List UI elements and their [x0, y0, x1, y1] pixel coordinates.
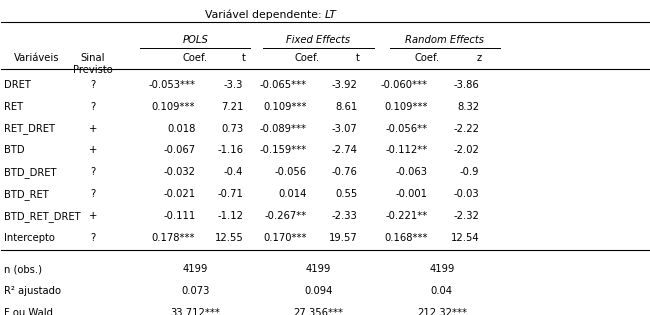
Text: R² ajustado: R² ajustado — [4, 286, 61, 296]
Text: 0.018: 0.018 — [167, 123, 195, 134]
Text: -1.16: -1.16 — [217, 146, 243, 155]
Text: n (obs.): n (obs.) — [4, 264, 42, 274]
Text: -0.001: -0.001 — [395, 189, 428, 199]
Text: LT: LT — [325, 10, 337, 20]
Text: Variáveis: Variáveis — [14, 54, 59, 63]
Text: -3.3: -3.3 — [224, 80, 243, 90]
Text: -0.03: -0.03 — [454, 189, 479, 199]
Text: 7.21: 7.21 — [221, 102, 243, 112]
Text: -0.032: -0.032 — [163, 167, 195, 177]
Text: Coef.: Coef. — [415, 54, 440, 63]
Text: ?: ? — [90, 102, 96, 112]
Text: -0.056: -0.056 — [275, 167, 307, 177]
Text: -0.089***: -0.089*** — [260, 123, 307, 134]
Text: BTD_RET: BTD_RET — [4, 189, 49, 200]
Text: -3.07: -3.07 — [332, 123, 358, 134]
Text: 0.04: 0.04 — [431, 286, 453, 296]
Text: 0.170***: 0.170*** — [263, 233, 307, 243]
Text: 0.73: 0.73 — [221, 123, 243, 134]
Text: BTD_DRET: BTD_DRET — [4, 167, 57, 178]
Text: Variável dependente:: Variável dependente: — [205, 10, 325, 20]
Text: Intercepto: Intercepto — [4, 233, 55, 243]
Text: DRET: DRET — [4, 80, 31, 90]
Text: Random Effects: Random Effects — [406, 35, 484, 45]
Text: 12.55: 12.55 — [214, 233, 243, 243]
Text: ?: ? — [90, 189, 96, 199]
Text: F ou Wald: F ou Wald — [4, 308, 53, 315]
Text: Sinal
Previsto: Sinal Previsto — [73, 54, 112, 75]
Text: -0.060***: -0.060*** — [380, 80, 428, 90]
Text: Coef.: Coef. — [294, 54, 319, 63]
Text: -2.02: -2.02 — [454, 146, 479, 155]
Text: -0.71: -0.71 — [217, 189, 243, 199]
Text: 19.57: 19.57 — [329, 233, 358, 243]
Text: -0.221**: -0.221** — [385, 211, 428, 221]
Text: -1.12: -1.12 — [217, 211, 243, 221]
Text: z: z — [477, 54, 482, 63]
Text: 4199: 4199 — [429, 264, 454, 274]
Text: BTD: BTD — [4, 146, 25, 155]
Text: -0.021: -0.021 — [163, 189, 195, 199]
Text: -0.065***: -0.065*** — [260, 80, 307, 90]
Text: +: + — [88, 211, 97, 221]
Text: 0.55: 0.55 — [335, 189, 358, 199]
Text: -0.067: -0.067 — [163, 146, 195, 155]
Text: ?: ? — [90, 167, 96, 177]
Text: -0.111: -0.111 — [163, 211, 195, 221]
Text: ?: ? — [90, 80, 96, 90]
Text: -0.053***: -0.053*** — [148, 80, 195, 90]
Text: 12.54: 12.54 — [450, 233, 479, 243]
Text: 8.32: 8.32 — [457, 102, 479, 112]
Text: 0.073: 0.073 — [181, 286, 209, 296]
Text: 8.61: 8.61 — [335, 102, 358, 112]
Text: -0.9: -0.9 — [460, 167, 479, 177]
Text: -3.92: -3.92 — [332, 80, 358, 90]
Text: +: + — [88, 146, 97, 155]
Text: t: t — [241, 54, 245, 63]
Text: -0.063: -0.063 — [395, 167, 428, 177]
Text: 4199: 4199 — [183, 264, 208, 274]
Text: 0.109***: 0.109*** — [263, 102, 307, 112]
Text: -0.112**: -0.112** — [385, 146, 428, 155]
Text: RET_DRET: RET_DRET — [4, 123, 55, 135]
Text: 27.356***: 27.356*** — [294, 308, 343, 315]
Text: -3.86: -3.86 — [454, 80, 479, 90]
Text: -0.056**: -0.056** — [385, 123, 428, 134]
Text: -2.33: -2.33 — [332, 211, 358, 221]
Text: ?: ? — [90, 233, 96, 243]
Text: t: t — [356, 54, 359, 63]
Text: 0.178***: 0.178*** — [152, 233, 195, 243]
Text: -0.159***: -0.159*** — [259, 146, 307, 155]
Text: 33.712***: 33.712*** — [170, 308, 220, 315]
Text: 0.014: 0.014 — [278, 189, 307, 199]
Text: POLS: POLS — [183, 35, 208, 45]
Text: 4199: 4199 — [306, 264, 332, 274]
Text: -0.267**: -0.267** — [265, 211, 307, 221]
Text: -2.32: -2.32 — [454, 211, 479, 221]
Text: 0.168***: 0.168*** — [384, 233, 428, 243]
Text: 212.32***: 212.32*** — [417, 308, 467, 315]
Text: -0.76: -0.76 — [332, 167, 358, 177]
Text: -0.4: -0.4 — [224, 167, 243, 177]
Text: +: + — [88, 123, 97, 134]
Text: RET: RET — [4, 102, 23, 112]
Text: BTD_RET_DRET: BTD_RET_DRET — [4, 211, 81, 222]
Text: 0.109***: 0.109*** — [152, 102, 195, 112]
Text: 0.109***: 0.109*** — [384, 102, 428, 112]
Text: Coef.: Coef. — [183, 54, 208, 63]
Text: -2.74: -2.74 — [332, 146, 358, 155]
Text: -2.22: -2.22 — [453, 123, 479, 134]
Text: 0.094: 0.094 — [304, 286, 333, 296]
Text: Fixed Effects: Fixed Effects — [287, 35, 350, 45]
